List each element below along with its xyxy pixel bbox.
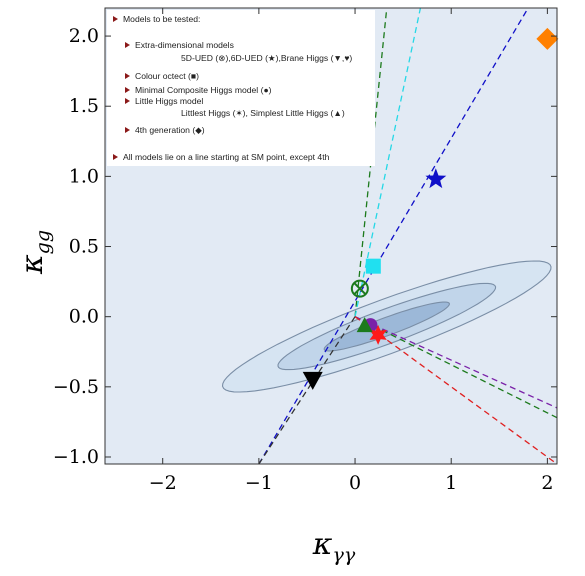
x-tick-label: 2 [541, 472, 553, 494]
marker-5d-ued-circle-x [350, 279, 369, 298]
x-tick-label: 0 [349, 472, 361, 494]
legend-entry: Colour octect (■) [135, 71, 199, 81]
plot-frame [104, 7, 558, 465]
contour-inner [323, 301, 450, 352]
legend-bullet [125, 73, 130, 79]
y-tick-label: 1.5 [69, 95, 99, 117]
legend-entry: Little Higgs model [135, 96, 203, 106]
model-line-3 [258, 8, 529, 464]
legend-entry: 5D-UED (⊗),6D-UED (★),Brane Higgs (▼,♥) [181, 53, 352, 63]
legend-entry: Littlest Higgs (✶), Simplest Little Higg… [181, 108, 345, 118]
marker-brane-higgs-triangle-down [302, 371, 323, 390]
marker-6d-ued-star [425, 168, 447, 189]
x-tick-label: 1 [445, 472, 457, 494]
legend-bullet [125, 98, 130, 104]
confidence-contours [221, 260, 552, 393]
marker-simplest-little-higgs-triangle-up [356, 317, 373, 333]
model-line-5 [354, 316, 557, 419]
y-tick-label: 0.0 [69, 306, 99, 328]
marker-4th-generation-diamond [536, 27, 559, 50]
y-tick-label: 2.0 [69, 25, 99, 47]
model-markers [302, 27, 559, 390]
legend-entry: All models lie on a line starting at SM … [123, 152, 330, 162]
y-tick-label: −1.0 [53, 446, 99, 468]
legend-bullet [125, 42, 130, 48]
legend-entry: 4th generation (◆) [135, 125, 205, 135]
legend-box [107, 10, 375, 166]
y-tick-label: 1.0 [69, 165, 99, 187]
legend-bullet [113, 154, 118, 160]
legend: Models to be tested: Extra-dimensional mo… [107, 10, 375, 166]
y-tick-label: −0.5 [53, 376, 99, 398]
marker-colour-octect-square [365, 258, 381, 274]
legend-entry: Extra-dimensional models [135, 40, 234, 50]
x-axis-title: κγγ [312, 527, 356, 566]
model-line-6 [354, 316, 557, 409]
axis-ticks: −2 −1 0 1 2 −1.0 −0.5 0.0 0.5 1.0 1.5 2.0 [53, 8, 557, 494]
x-tick-label: −2 [149, 472, 177, 494]
model-line-7 [354, 316, 557, 464]
y-tick-label: 0.5 [69, 236, 99, 258]
x-tick-label: −1 [245, 472, 273, 494]
legend-entry: Minimal Composite Higgs model (●) [135, 85, 272, 95]
legend-bullet [125, 127, 130, 133]
legend-entry: Models to be tested: [123, 14, 200, 24]
legend-bullet [125, 87, 130, 93]
marker-littlest-higgs-star6 [369, 324, 387, 345]
y-axis-title: κgg [15, 230, 54, 275]
legend-bullet [113, 16, 118, 22]
